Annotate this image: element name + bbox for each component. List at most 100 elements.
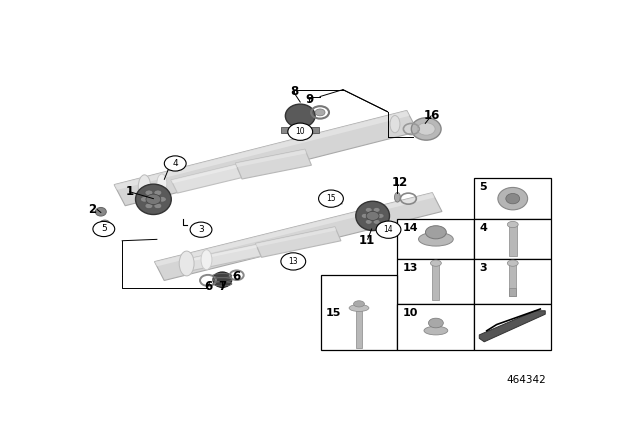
Circle shape (417, 123, 435, 135)
Text: 464342: 464342 (506, 375, 547, 385)
Polygon shape (114, 111, 418, 206)
Circle shape (365, 220, 372, 224)
Ellipse shape (508, 221, 518, 228)
Ellipse shape (100, 220, 110, 227)
Bar (356, 308, 362, 348)
Text: 9: 9 (305, 93, 313, 106)
Bar (321, 275, 397, 350)
Text: 14: 14 (384, 225, 394, 234)
Ellipse shape (95, 207, 106, 216)
Circle shape (190, 222, 212, 237)
Ellipse shape (179, 251, 194, 276)
Bar (509, 263, 516, 296)
Circle shape (319, 190, 344, 207)
Polygon shape (187, 245, 261, 271)
Circle shape (373, 207, 380, 212)
Text: 6: 6 (232, 270, 241, 283)
Bar (474, 220, 551, 259)
Text: 11: 11 (358, 233, 375, 246)
Ellipse shape (138, 175, 150, 199)
Circle shape (365, 207, 372, 212)
Text: 1: 1 (125, 185, 134, 198)
Ellipse shape (508, 260, 518, 266)
Ellipse shape (428, 318, 444, 328)
Circle shape (141, 197, 148, 202)
Text: 6: 6 (204, 280, 212, 293)
Text: 3: 3 (479, 263, 487, 273)
Bar (282, 127, 319, 133)
Bar (474, 259, 551, 304)
Ellipse shape (506, 194, 520, 204)
Circle shape (361, 214, 368, 218)
Circle shape (93, 221, 115, 237)
Text: 14: 14 (403, 224, 418, 233)
Polygon shape (171, 164, 242, 193)
Bar (509, 224, 516, 255)
Circle shape (154, 190, 162, 195)
Text: 8: 8 (290, 85, 298, 98)
Ellipse shape (390, 116, 400, 133)
Polygon shape (236, 149, 307, 167)
Polygon shape (236, 149, 312, 179)
Bar (474, 304, 551, 350)
Text: 12: 12 (391, 176, 408, 189)
Circle shape (154, 203, 162, 209)
Ellipse shape (157, 174, 167, 193)
Ellipse shape (419, 232, 453, 246)
Polygon shape (479, 311, 545, 342)
Circle shape (373, 220, 380, 224)
Ellipse shape (498, 187, 527, 210)
Bar (397, 220, 474, 259)
Circle shape (158, 197, 166, 202)
Polygon shape (154, 193, 442, 280)
Ellipse shape (136, 184, 172, 215)
Circle shape (281, 253, 306, 270)
Bar (397, 259, 474, 304)
Polygon shape (255, 227, 341, 257)
Ellipse shape (426, 226, 446, 239)
Ellipse shape (213, 272, 232, 288)
Ellipse shape (349, 305, 369, 311)
Text: 10: 10 (296, 127, 305, 136)
Ellipse shape (296, 134, 305, 140)
Circle shape (315, 109, 325, 116)
Circle shape (145, 190, 153, 195)
Bar (433, 263, 439, 301)
Text: 3: 3 (198, 225, 204, 234)
Text: 15: 15 (326, 194, 336, 203)
Text: 13: 13 (403, 263, 418, 273)
Bar (509, 288, 516, 296)
Ellipse shape (201, 250, 212, 270)
Circle shape (377, 214, 384, 218)
Text: 5: 5 (101, 224, 107, 233)
Text: 2: 2 (88, 203, 97, 216)
Circle shape (146, 194, 161, 204)
Polygon shape (255, 227, 337, 247)
Polygon shape (154, 193, 435, 267)
Ellipse shape (431, 260, 442, 266)
Polygon shape (187, 245, 257, 262)
Bar (474, 178, 551, 220)
Circle shape (366, 211, 379, 220)
Circle shape (164, 156, 186, 171)
Text: 7: 7 (218, 280, 227, 293)
Circle shape (376, 221, 401, 238)
Text: 5: 5 (479, 182, 487, 192)
Ellipse shape (356, 201, 390, 231)
Text: 4: 4 (479, 224, 487, 233)
Ellipse shape (412, 118, 441, 140)
Bar (397, 304, 474, 350)
Ellipse shape (353, 301, 364, 307)
Text: 15: 15 (326, 308, 341, 318)
Text: 10: 10 (403, 308, 418, 318)
Ellipse shape (285, 104, 315, 128)
Text: 4: 4 (172, 159, 178, 168)
Circle shape (288, 123, 312, 140)
Ellipse shape (424, 326, 448, 335)
Polygon shape (171, 164, 237, 183)
Text: 13: 13 (289, 257, 298, 266)
Polygon shape (114, 111, 410, 190)
Text: 16: 16 (424, 109, 440, 122)
Ellipse shape (394, 193, 401, 202)
Circle shape (145, 203, 153, 209)
